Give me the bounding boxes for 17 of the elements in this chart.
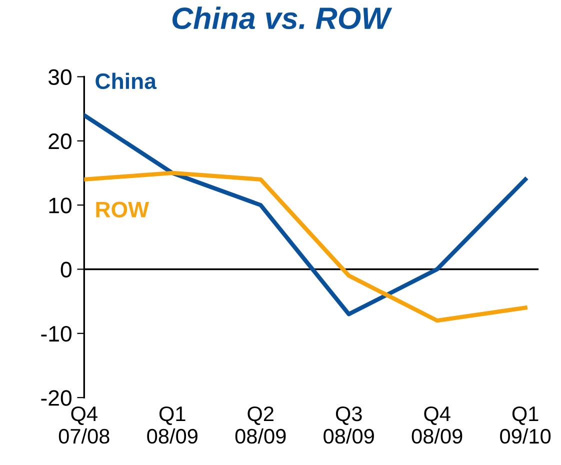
y-tick-label: -10 [41,326,72,342]
series-label: China [96,72,157,90]
chart-title: China vs. ROW [172,6,392,30]
y-tick-label: -20 [41,390,72,406]
x-tick-label: Q1 09/10 [500,406,551,444]
x-tick-label: Q2 08/09 [235,406,286,444]
x-tick-label: Q3 08/09 [324,406,374,444]
x-tick-label: Q4 07/08 [58,406,110,444]
line-series [84,170,528,323]
y-tick-label: 0 [60,262,72,278]
y-tick-label: 20 [48,133,72,150]
x-tick-label: Q1 08/09 [147,406,198,444]
y-tick-label: 10 [49,198,72,214]
x-tick-label: Q4 08/09 [412,406,462,444]
series-label: ROW [96,202,150,218]
y-tick-label: 30 [48,69,72,85]
line-series [84,113,528,316]
